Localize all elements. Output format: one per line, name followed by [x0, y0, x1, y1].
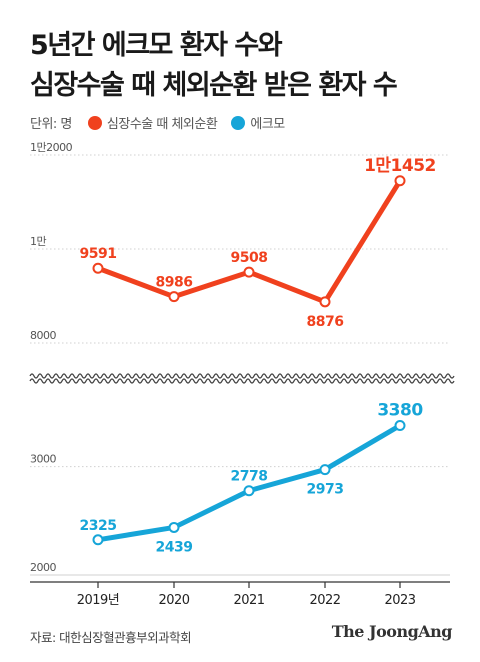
title-line-2: 심장수술 때 체외순환 받은 환자 수	[30, 70, 398, 101]
legend-item-cpb: 심장수술 때 체외순환	[87, 113, 218, 132]
data-point	[394, 175, 406, 187]
data-label: 9508	[231, 250, 268, 266]
x-tick-label: 2019년	[77, 593, 120, 608]
unit-label: 단위: 명	[30, 117, 72, 132]
title-line-1: 5년간 에크모 환자 수와	[30, 30, 283, 61]
data-point	[168, 521, 180, 533]
data-point	[168, 291, 180, 303]
legend-label-cpb: 심장수술 때 체외순환	[106, 117, 218, 132]
axis-break-top	[29, 373, 455, 379]
x-tick-label: 2020	[158, 593, 189, 608]
data-point	[394, 420, 406, 431]
x-tick-label: 2022	[309, 593, 340, 608]
legend-item-ecmo: 에크모	[231, 113, 285, 132]
data-point	[92, 262, 104, 274]
tick-label: 2000	[30, 561, 56, 574]
tick-label: 1만	[30, 235, 46, 248]
x-tick-label: 2021	[233, 593, 264, 608]
data-label: 8876	[307, 314, 344, 330]
axis-break-bottom	[29, 378, 455, 384]
data-label: 9591	[80, 246, 117, 262]
series-line-0	[95, 178, 403, 305]
data-label: 2439	[156, 539, 193, 555]
legend: 단위: 명 심장수술 때 체외순환 에크모	[30, 113, 285, 132]
data-point	[92, 534, 104, 546]
brand-logo: The JoongAng	[331, 622, 453, 641]
data-label: 3380	[377, 401, 423, 421]
chart-title: 5년간 에크모 환자 수와 심장수술 때 체외순환 받은 환자 수	[30, 26, 398, 106]
data-label: 2325	[80, 518, 117, 534]
legend-swatch-cpb	[87, 115, 102, 130]
source-note: 자료: 대한심장혈관흉부외과학회	[30, 630, 192, 645]
data-label: 2778	[231, 469, 268, 485]
data-point	[319, 464, 331, 476]
tick-label: 1만2000	[30, 141, 73, 154]
data-point	[243, 266, 255, 278]
legend-label-ecmo: 에크모	[250, 117, 285, 132]
data-label: 1만1452	[364, 156, 436, 176]
data-label: 8986	[156, 275, 193, 291]
data-point	[243, 485, 255, 497]
legend-swatch-ecmo	[231, 115, 246, 130]
data-point	[319, 296, 331, 308]
x-tick-label: 2023	[384, 593, 415, 608]
tick-label: 8000	[30, 329, 56, 342]
data-label: 2973	[307, 482, 344, 498]
tick-label: 3000	[30, 453, 56, 466]
